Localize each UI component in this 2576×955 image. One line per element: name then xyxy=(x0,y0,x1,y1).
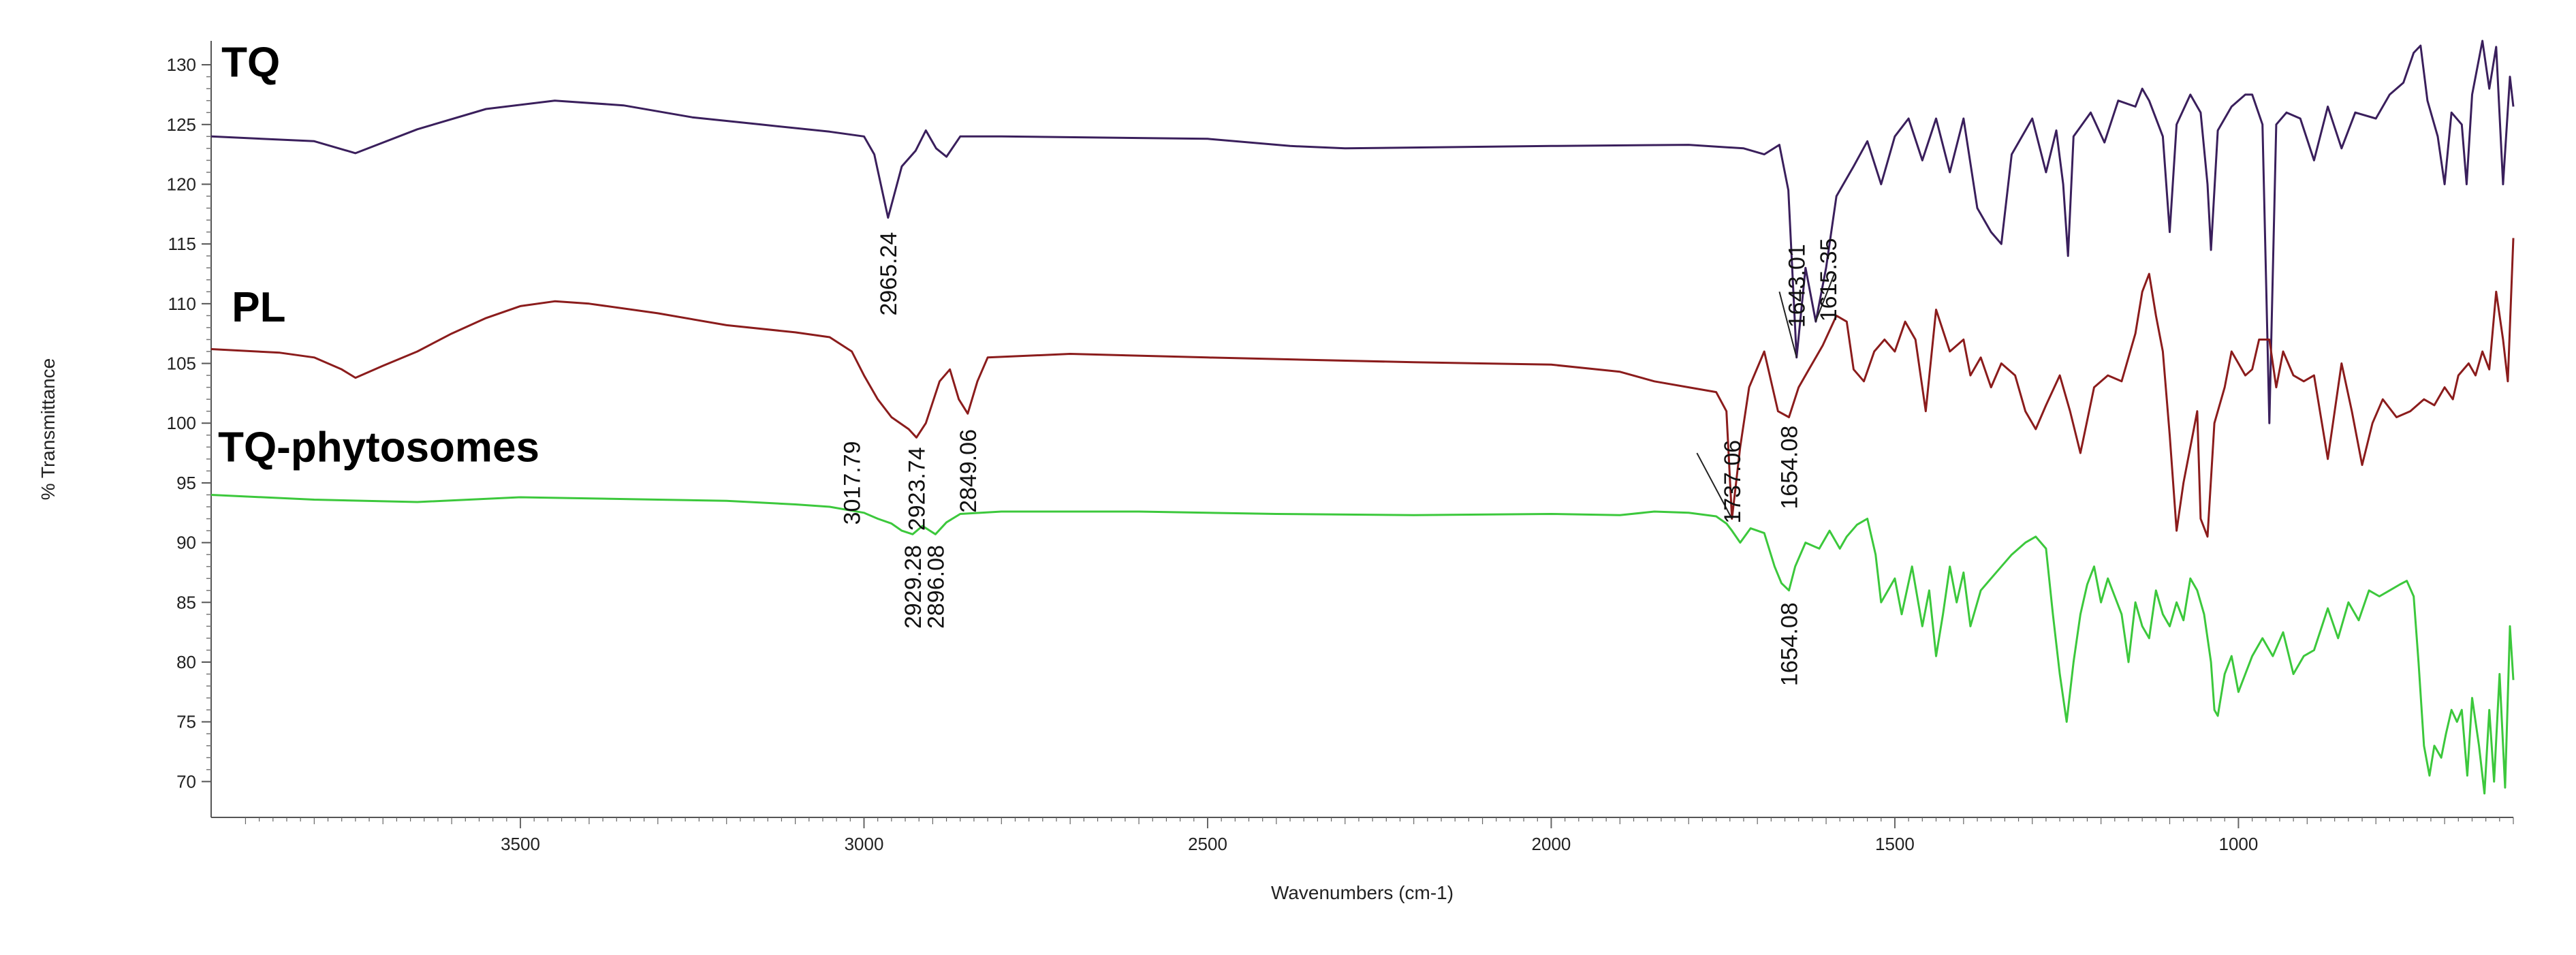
series-label: PL xyxy=(232,284,285,331)
series-label: TQ-phytosomes xyxy=(218,424,539,471)
y-tick-label: 80 xyxy=(176,652,196,672)
y-tick-label: 100 xyxy=(167,413,196,433)
peak-label: 3017.79 xyxy=(840,441,866,525)
y-tick-label: 90 xyxy=(176,533,196,553)
leader-line xyxy=(1696,452,1733,520)
y-axis-title: % Transmittance xyxy=(37,358,59,501)
axes: 70 75 80 85 90 95 100 105 110 115 120 125 130 3500 300… xyxy=(167,41,2514,854)
peak-label: 2965.24 xyxy=(876,232,902,316)
y-tick-label: 125 xyxy=(167,114,196,135)
peak-label: 1654.08 xyxy=(1777,602,1803,686)
peak-label: 1643.01 xyxy=(1785,244,1810,328)
peak-label: 1615.35 xyxy=(1816,238,1842,322)
y-tick-label: 95 xyxy=(176,473,196,493)
x-tick-label: 1500 xyxy=(1875,834,1915,854)
peak-label: 1737.06 xyxy=(1720,440,1746,524)
leader-line xyxy=(1815,273,1836,322)
series-line-tq-phytosomes xyxy=(210,494,2515,795)
leader-line xyxy=(1778,292,1797,358)
peak-label: 2896.08 xyxy=(923,545,949,629)
y-tick-label: 85 xyxy=(176,592,196,612)
x-tick-label: 1000 xyxy=(2218,834,2258,854)
peak-label: 1654.08 xyxy=(1777,426,1803,510)
series-group xyxy=(210,40,2515,795)
y-tick-label: 110 xyxy=(168,294,196,314)
peak-label: 2849.06 xyxy=(956,429,981,513)
peak-label: 2923.74 xyxy=(905,447,930,531)
peak-annotations: 2965.24 3017.79 2923.74 2849.06 2929.282896.… xyxy=(840,232,1842,687)
x-tick-label: 3000 xyxy=(845,834,884,854)
series-line-tq xyxy=(210,40,2515,424)
y-tick-label: 105 xyxy=(167,354,196,374)
series-label: TQ xyxy=(221,40,280,87)
y-tick-label: 115 xyxy=(168,234,196,254)
peak-label: 2929.28 xyxy=(900,545,926,629)
y-tick-label: 130 xyxy=(167,54,196,75)
x-tick-label: 3500 xyxy=(501,834,540,854)
series-line-pl xyxy=(210,238,2515,538)
x-tick-label: 2000 xyxy=(1532,834,1571,854)
y-tick-label: 70 xyxy=(176,771,196,792)
x-axis-title: Wavenumbers (cm-1) xyxy=(1271,882,1454,903)
x-tick-label: 2500 xyxy=(1188,834,1227,854)
leader-lines xyxy=(1696,273,1836,520)
series-labels: TQ PL TQ-phytosomes xyxy=(218,40,539,471)
y-tick-label: 120 xyxy=(167,174,196,194)
y-tick-label: 75 xyxy=(176,712,196,732)
